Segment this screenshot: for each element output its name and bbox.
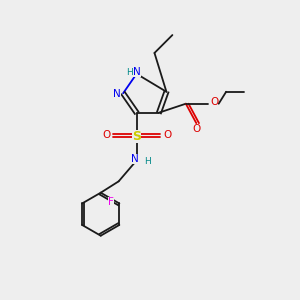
Text: O: O <box>192 124 200 134</box>
Text: F: F <box>108 197 114 207</box>
Text: N: N <box>133 67 141 77</box>
Text: O: O <box>163 130 171 140</box>
Text: N: N <box>113 89 121 99</box>
Text: H: H <box>127 68 134 76</box>
Text: O: O <box>210 97 218 107</box>
Text: N: N <box>131 154 139 164</box>
Text: S: S <box>132 130 141 143</box>
Text: O: O <box>102 130 110 140</box>
Text: H: H <box>144 157 150 166</box>
